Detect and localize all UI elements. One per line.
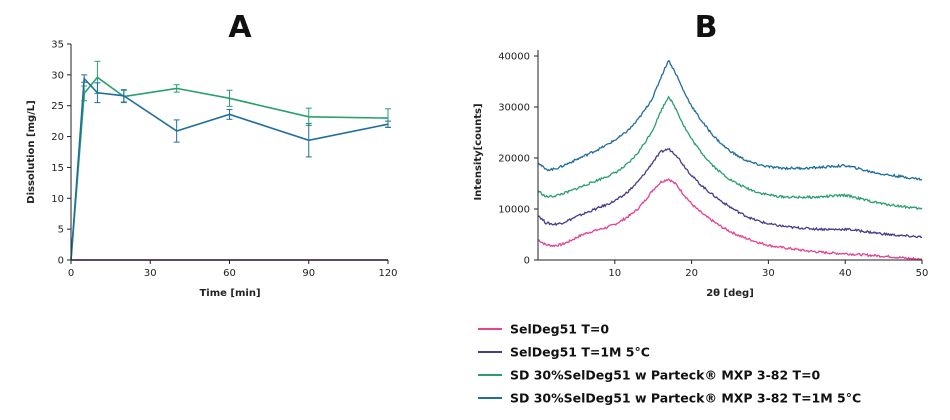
panel-a-x-label: Time [min] (199, 288, 260, 299)
y-tick-label: 5 (58, 225, 64, 236)
x-tick-label: 30 (144, 268, 157, 279)
y-tick-label: 35 (51, 40, 64, 51)
x-tick-label: 20 (685, 268, 698, 279)
y-tick-label: 25 (51, 101, 64, 112)
x-tick-label: 30 (762, 268, 775, 279)
x-tick-label: 0 (68, 268, 74, 279)
panel-b-x-label: 2θ [deg] (706, 288, 754, 299)
y-tick-label: 15 (51, 163, 64, 174)
x-tick-label: 120 (378, 268, 397, 279)
legend-label: SD 30%SelDeg51 w Parteck® MXP 3-82 T=0 (510, 368, 821, 383)
legend-entry-seldeg51-t1m: SelDeg51 T=1M 5°C (478, 345, 650, 360)
y-tick-label: 40000 (498, 52, 530, 63)
x-tick-label: 90 (302, 268, 315, 279)
legend-entry-sd-t0: SD 30%SelDeg51 w Parteck® MXP 3-82 T=0 (478, 368, 821, 383)
series-line (537, 95, 923, 211)
legend-entry-seldeg51-t0: SelDeg51 T=0 (478, 322, 609, 337)
series-line (70, 76, 389, 261)
panel-b-chart: B 0 10000 20000 30000 40000 10 20 30 40 50 2θ [de… (473, 10, 928, 299)
legend: SelDeg51 T=0 SelDeg51 T=1M 5°C SD 30%Sel… (478, 322, 861, 406)
y-tick-label: 0 (524, 256, 530, 267)
y-tick-label: 20000 (498, 154, 530, 165)
y-tick-label: 30000 (498, 103, 530, 114)
series-line (538, 147, 923, 239)
y-tick-label: 10000 (498, 205, 530, 216)
series-line (70, 76, 389, 261)
legend-label: SD 30%SelDeg51 w Parteck® MXP 3-82 T=1M … (510, 391, 861, 406)
panel-a-title: A (228, 10, 252, 45)
panel-b-y-label: Intensity[counts] (473, 103, 484, 200)
y-tick-label: 20 (51, 132, 64, 143)
series-line (537, 178, 923, 262)
panel-a-y-label: Dissolution [mg/L] (26, 100, 37, 203)
legend-label: SelDeg51 T=1M 5°C (510, 345, 650, 360)
legend-label: SelDeg51 T=0 (510, 322, 609, 337)
panel-b-title: B (695, 10, 718, 45)
y-tick-label: 0 (58, 256, 64, 267)
y-tick-label: 30 (51, 70, 64, 81)
x-tick-label: 60 (223, 268, 236, 279)
y-tick-label: 10 (51, 194, 64, 205)
x-tick-label: 50 (916, 268, 929, 279)
x-tick-label: 40 (839, 268, 852, 279)
panel-a-chart: A 0 5 10 15 20 25 30 35 0 30 60 90 120 Time [min] Di… (26, 10, 398, 299)
legend-entry-sd-t1m: SD 30%SelDeg51 w Parteck® MXP 3-82 T=1M … (478, 391, 861, 406)
x-tick-label: 10 (608, 268, 621, 279)
series-line (537, 59, 923, 181)
